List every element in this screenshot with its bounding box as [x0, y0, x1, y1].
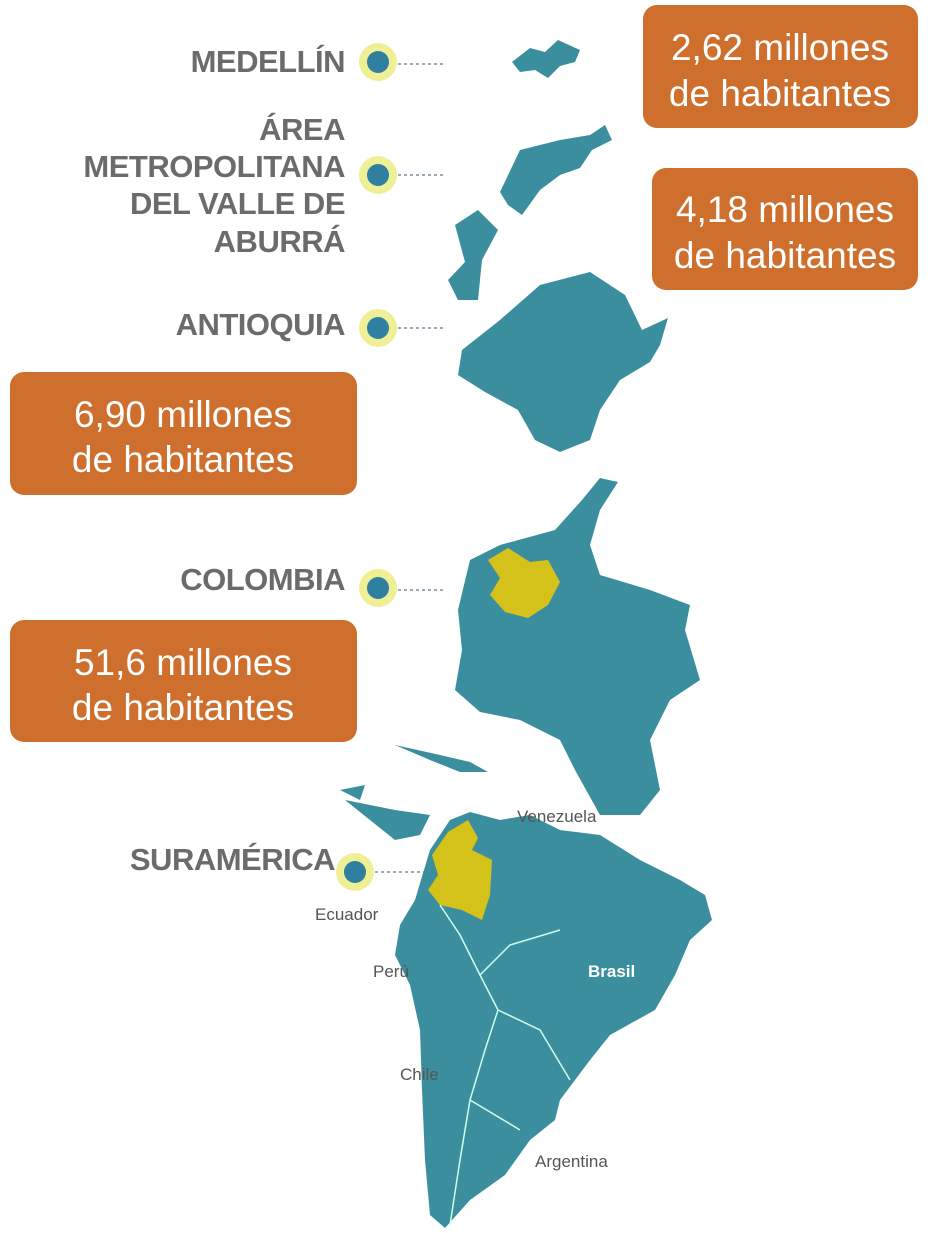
population-box: [10, 620, 357, 742]
population-box: [652, 168, 918, 290]
map-label: Venezuela: [517, 807, 597, 826]
level-label: COLOMBIA: [180, 562, 345, 597]
level-label: ANTIOQUIA: [176, 307, 346, 342]
map-label: Chile: [400, 1065, 439, 1084]
population-text: de habitantes: [72, 687, 294, 728]
map-label: Brasil: [588, 962, 635, 981]
population-box: [10, 372, 357, 495]
level-label: ABURRÁ: [214, 224, 345, 259]
map-label: Ecuador: [315, 905, 379, 924]
population-text: 2,62 millones: [671, 27, 889, 68]
population-text: de habitantes: [72, 439, 294, 480]
map-label: Argentina: [535, 1152, 608, 1171]
level-label: METROPOLITANA: [83, 149, 345, 184]
population-text: 51,6 millones: [74, 642, 292, 683]
level-label: ÁREA: [259, 112, 345, 147]
population-text: de habitantes: [674, 235, 896, 276]
level-label: DEL VALLE DE: [130, 186, 345, 221]
population-box: [643, 5, 918, 128]
population-text: 4,18 millones: [676, 189, 894, 230]
maps: [340, 40, 712, 1228]
level-label: SURAMÉRICA: [130, 842, 335, 877]
population-text: de habitantes: [669, 73, 891, 114]
level-label: MEDELLÍN: [191, 44, 345, 79]
population-text: 6,90 millones: [74, 394, 292, 435]
markers: [336, 43, 445, 891]
map-label: Perú: [373, 962, 409, 981]
